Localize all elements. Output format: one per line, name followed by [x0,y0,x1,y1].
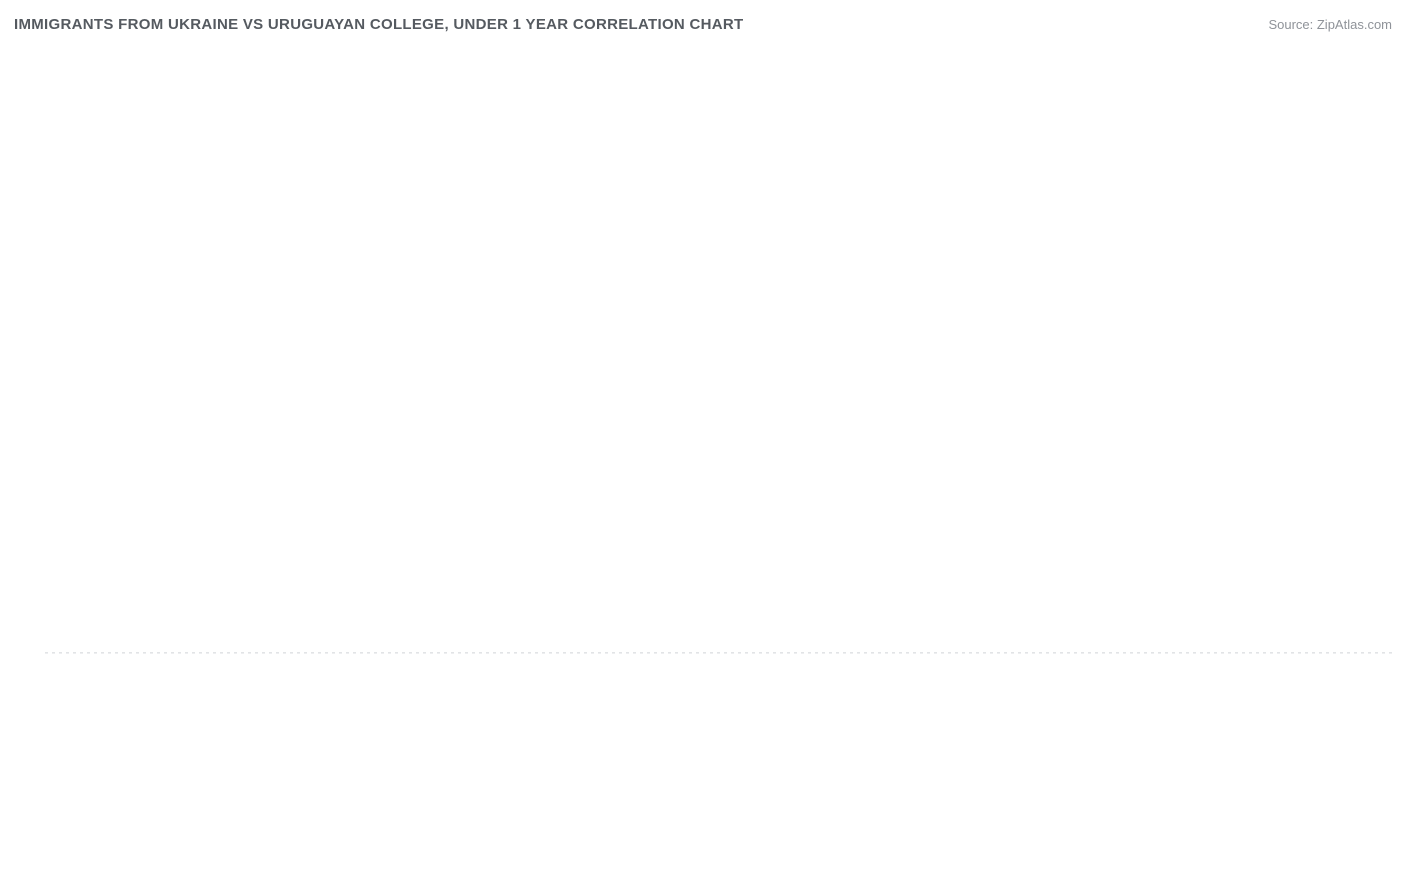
chart-container [0,40,1406,892]
chart-title: IMMIGRANTS FROM UKRAINE VS URUGUAYAN COL… [14,16,744,33]
correlation-scatter-chart [0,40,1406,892]
chart-source: Source: ZipAtlas.com [1268,17,1392,32]
chart-header: IMMIGRANTS FROM UKRAINE VS URUGUAYAN COL… [0,0,1406,40]
